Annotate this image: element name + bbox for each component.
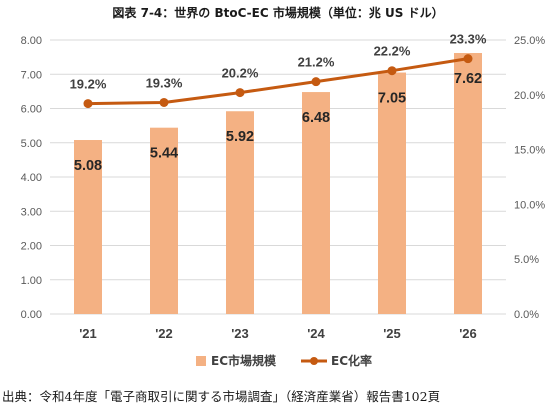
line-series-ec-rate bbox=[87, 57, 469, 106]
bar-value-label: 6.48 bbox=[302, 110, 330, 126]
legend-swatch-bar bbox=[196, 356, 206, 366]
y-left-tick-label: 5.00 bbox=[21, 138, 42, 150]
y-left-tick-label: 4.00 bbox=[21, 172, 42, 184]
y-left-tick-label: 0.00 bbox=[21, 309, 42, 321]
x-tick-label: '26 bbox=[459, 326, 477, 341]
bar bbox=[226, 111, 254, 315]
bar bbox=[302, 92, 330, 314]
y-left-tick-label: 7.00 bbox=[21, 69, 42, 81]
line-point bbox=[235, 88, 245, 98]
line-value-label: 19.2% bbox=[70, 77, 107, 92]
y-right-tick-label: 0.0% bbox=[514, 309, 539, 321]
bar bbox=[74, 140, 102, 314]
bar-value-label: 5.92 bbox=[226, 129, 254, 145]
source-note: 出典：令和4年度「電子商取引に関する市場調査」（経済産業省）報告書102頁 bbox=[2, 389, 441, 404]
bar bbox=[378, 72, 406, 314]
line-point bbox=[463, 54, 473, 64]
legend-label-bar: EC市場規模 bbox=[211, 353, 277, 368]
y-left-tick-label: 1.00 bbox=[21, 275, 42, 287]
line-value-label: 22.2% bbox=[374, 44, 411, 59]
bar-value-label: 7.62 bbox=[454, 71, 482, 87]
bar bbox=[454, 53, 482, 314]
line-point bbox=[311, 77, 321, 87]
bar-value-label: 5.08 bbox=[74, 158, 102, 174]
y-left-tick-label: 6.00 bbox=[21, 104, 42, 116]
x-tick-label: '21 bbox=[79, 326, 97, 341]
line-point bbox=[387, 66, 397, 76]
y-right-tick-label: 15.0% bbox=[514, 145, 545, 157]
x-tick-label: '25 bbox=[383, 326, 401, 341]
line-point bbox=[83, 99, 93, 109]
bar-value-label: 7.05 bbox=[378, 91, 406, 107]
line-value-label: 19.3% bbox=[146, 75, 183, 90]
y-right-tick-label: 10.0% bbox=[514, 199, 545, 211]
y-left-tick-label: 3.00 bbox=[21, 206, 42, 218]
x-tick-label: '23 bbox=[231, 326, 249, 341]
line-value-label: 20.2% bbox=[222, 66, 259, 81]
y-right-tick-label: 25.0% bbox=[514, 35, 545, 47]
chart-title: 図表 7-4：世界の BtoC-EC 市場規模（単位：兆 US ドル） bbox=[112, 6, 444, 20]
line-point bbox=[159, 97, 169, 107]
legend-swatch-marker bbox=[310, 357, 318, 365]
x-tick-label: '24 bbox=[307, 326, 325, 341]
y-left-tick-label: 2.00 bbox=[21, 241, 42, 253]
x-tick-label: '22 bbox=[155, 326, 173, 341]
bar-value-label: 5.44 bbox=[150, 146, 178, 162]
legend-label-line: EC化率 bbox=[331, 353, 372, 368]
bar bbox=[150, 127, 178, 315]
y-right-tick-label: 20.0% bbox=[514, 90, 545, 102]
y-left-tick-label: 8.00 bbox=[21, 35, 42, 47]
line-value-label: 21.2% bbox=[298, 55, 335, 70]
line-value-label: 23.3% bbox=[450, 32, 487, 47]
y-right-tick-label: 5.0% bbox=[514, 254, 539, 266]
